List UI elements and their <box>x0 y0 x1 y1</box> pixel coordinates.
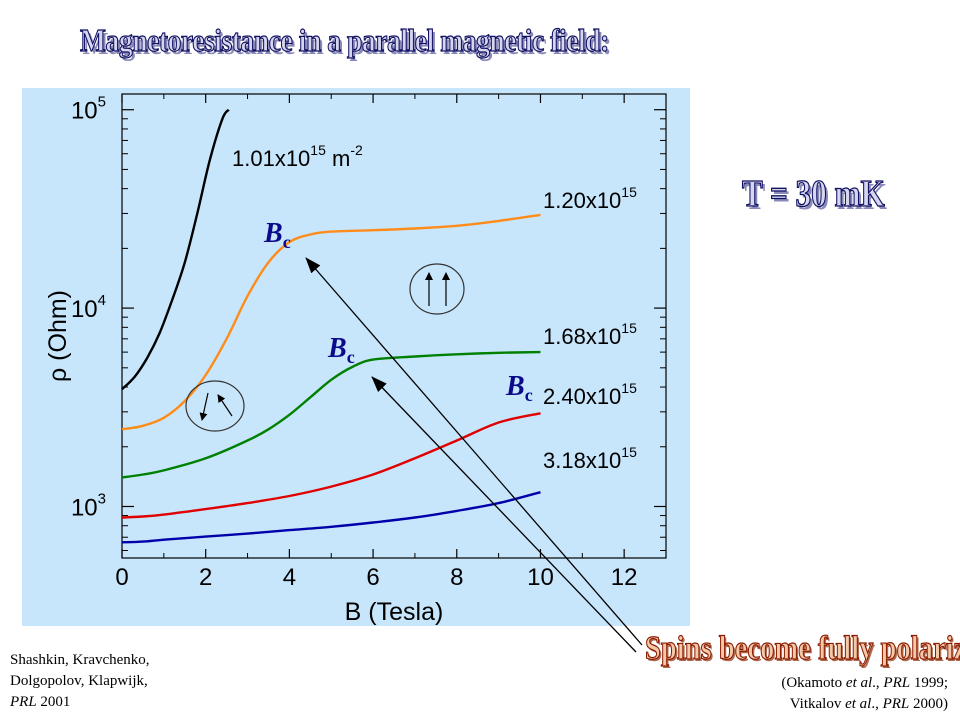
reference-okamoto-vitkalov: (Okamoto et al., PRL 1999; Vitkalov et a… <box>648 673 948 715</box>
polarized-spins-ellipse <box>409 263 465 315</box>
series-line-4 <box>121 412 541 519</box>
reference-authors-2: Dolgopolov, Klapwijk, <box>10 673 148 689</box>
x-tick-label: 10 <box>527 564 554 591</box>
data-series <box>121 108 541 544</box>
y-tick-label: 103 <box>71 490 106 521</box>
x-axis-label: B (Tesla) <box>345 598 444 626</box>
random-spins-ellipse <box>185 380 245 432</box>
x-tick-label: 8 <box>450 564 463 591</box>
y-tick-label: 104 <box>71 292 106 323</box>
critical-field-markers: Bc Bc Bc <box>263 218 533 405</box>
y-axis-label: ρ (Ohm) <box>44 290 72 382</box>
spin-arrow-tilted-up <box>217 394 233 417</box>
reference-shashkin: Shashkin, Kravchenko, Dolgopolov, Klapwi… <box>10 650 210 713</box>
plot-area-border <box>121 93 667 559</box>
plot-frame <box>121 93 667 559</box>
series-label-2: 1.20x1015 <box>543 184 637 213</box>
reference-okamoto: (Okamoto et al., PRL 1999; <box>781 675 948 691</box>
x-tick-label: 6 <box>366 564 379 591</box>
spin-diagram-random <box>185 380 245 432</box>
bc-label-2: Bc <box>327 333 355 367</box>
series-label-1: 1.01x1015 m-2 <box>232 142 363 171</box>
series-line-1 <box>121 108 230 391</box>
bc-label-1: Bc <box>263 218 291 252</box>
x-tick-label: 2 <box>199 564 212 591</box>
chart-panel <box>22 88 690 626</box>
x-tick-label: 0 <box>115 564 128 591</box>
spin-arrow-tilted-down <box>199 392 209 421</box>
pointer-arrow-to-green-bc <box>371 376 637 653</box>
y-tick-label: 105 <box>71 94 106 125</box>
slide-title: Magnetoresistance in a parallel magnetic… <box>79 21 609 58</box>
reference-journal: PRL <box>10 694 37 710</box>
spin-diagram-polarized <box>409 263 465 315</box>
bc-label-3: Bc <box>505 371 533 405</box>
series-line-2 <box>121 213 541 431</box>
series-labels: 1.01x1015 m-2 1.20x1015 1.68x1015 2.40x1015… <box>232 142 637 473</box>
axis-ticks: 0 2 4 6 8 10 12 B (Tesla) 103 104 105 ρ (Ohm) <box>44 94 666 626</box>
series-label-3: 1.68x1015 <box>543 320 637 349</box>
reference-journal-line: PRL 2001 <box>10 692 210 713</box>
series-label-5: 3.18x1015 <box>543 444 637 473</box>
series-label-4: 2.40x1015 <box>543 380 637 409</box>
reference-year: 2001 <box>36 694 71 710</box>
reference-authors-1: Shashkin, Kravchenko, <box>10 652 150 668</box>
conclusion-label: Spins become fully polarized <box>644 629 960 667</box>
temperature-label: T = 30 mK <box>741 172 885 215</box>
reference-vitkalov: Vitkalov et al., PRL 2000) <box>789 696 948 712</box>
series-line-3 <box>121 350 541 479</box>
pointer-arrow-to-orange-bc <box>305 257 643 646</box>
x-tick-label: 12 <box>611 564 638 591</box>
x-tick-label: 4 <box>283 564 296 591</box>
series-line-5 <box>121 491 541 544</box>
